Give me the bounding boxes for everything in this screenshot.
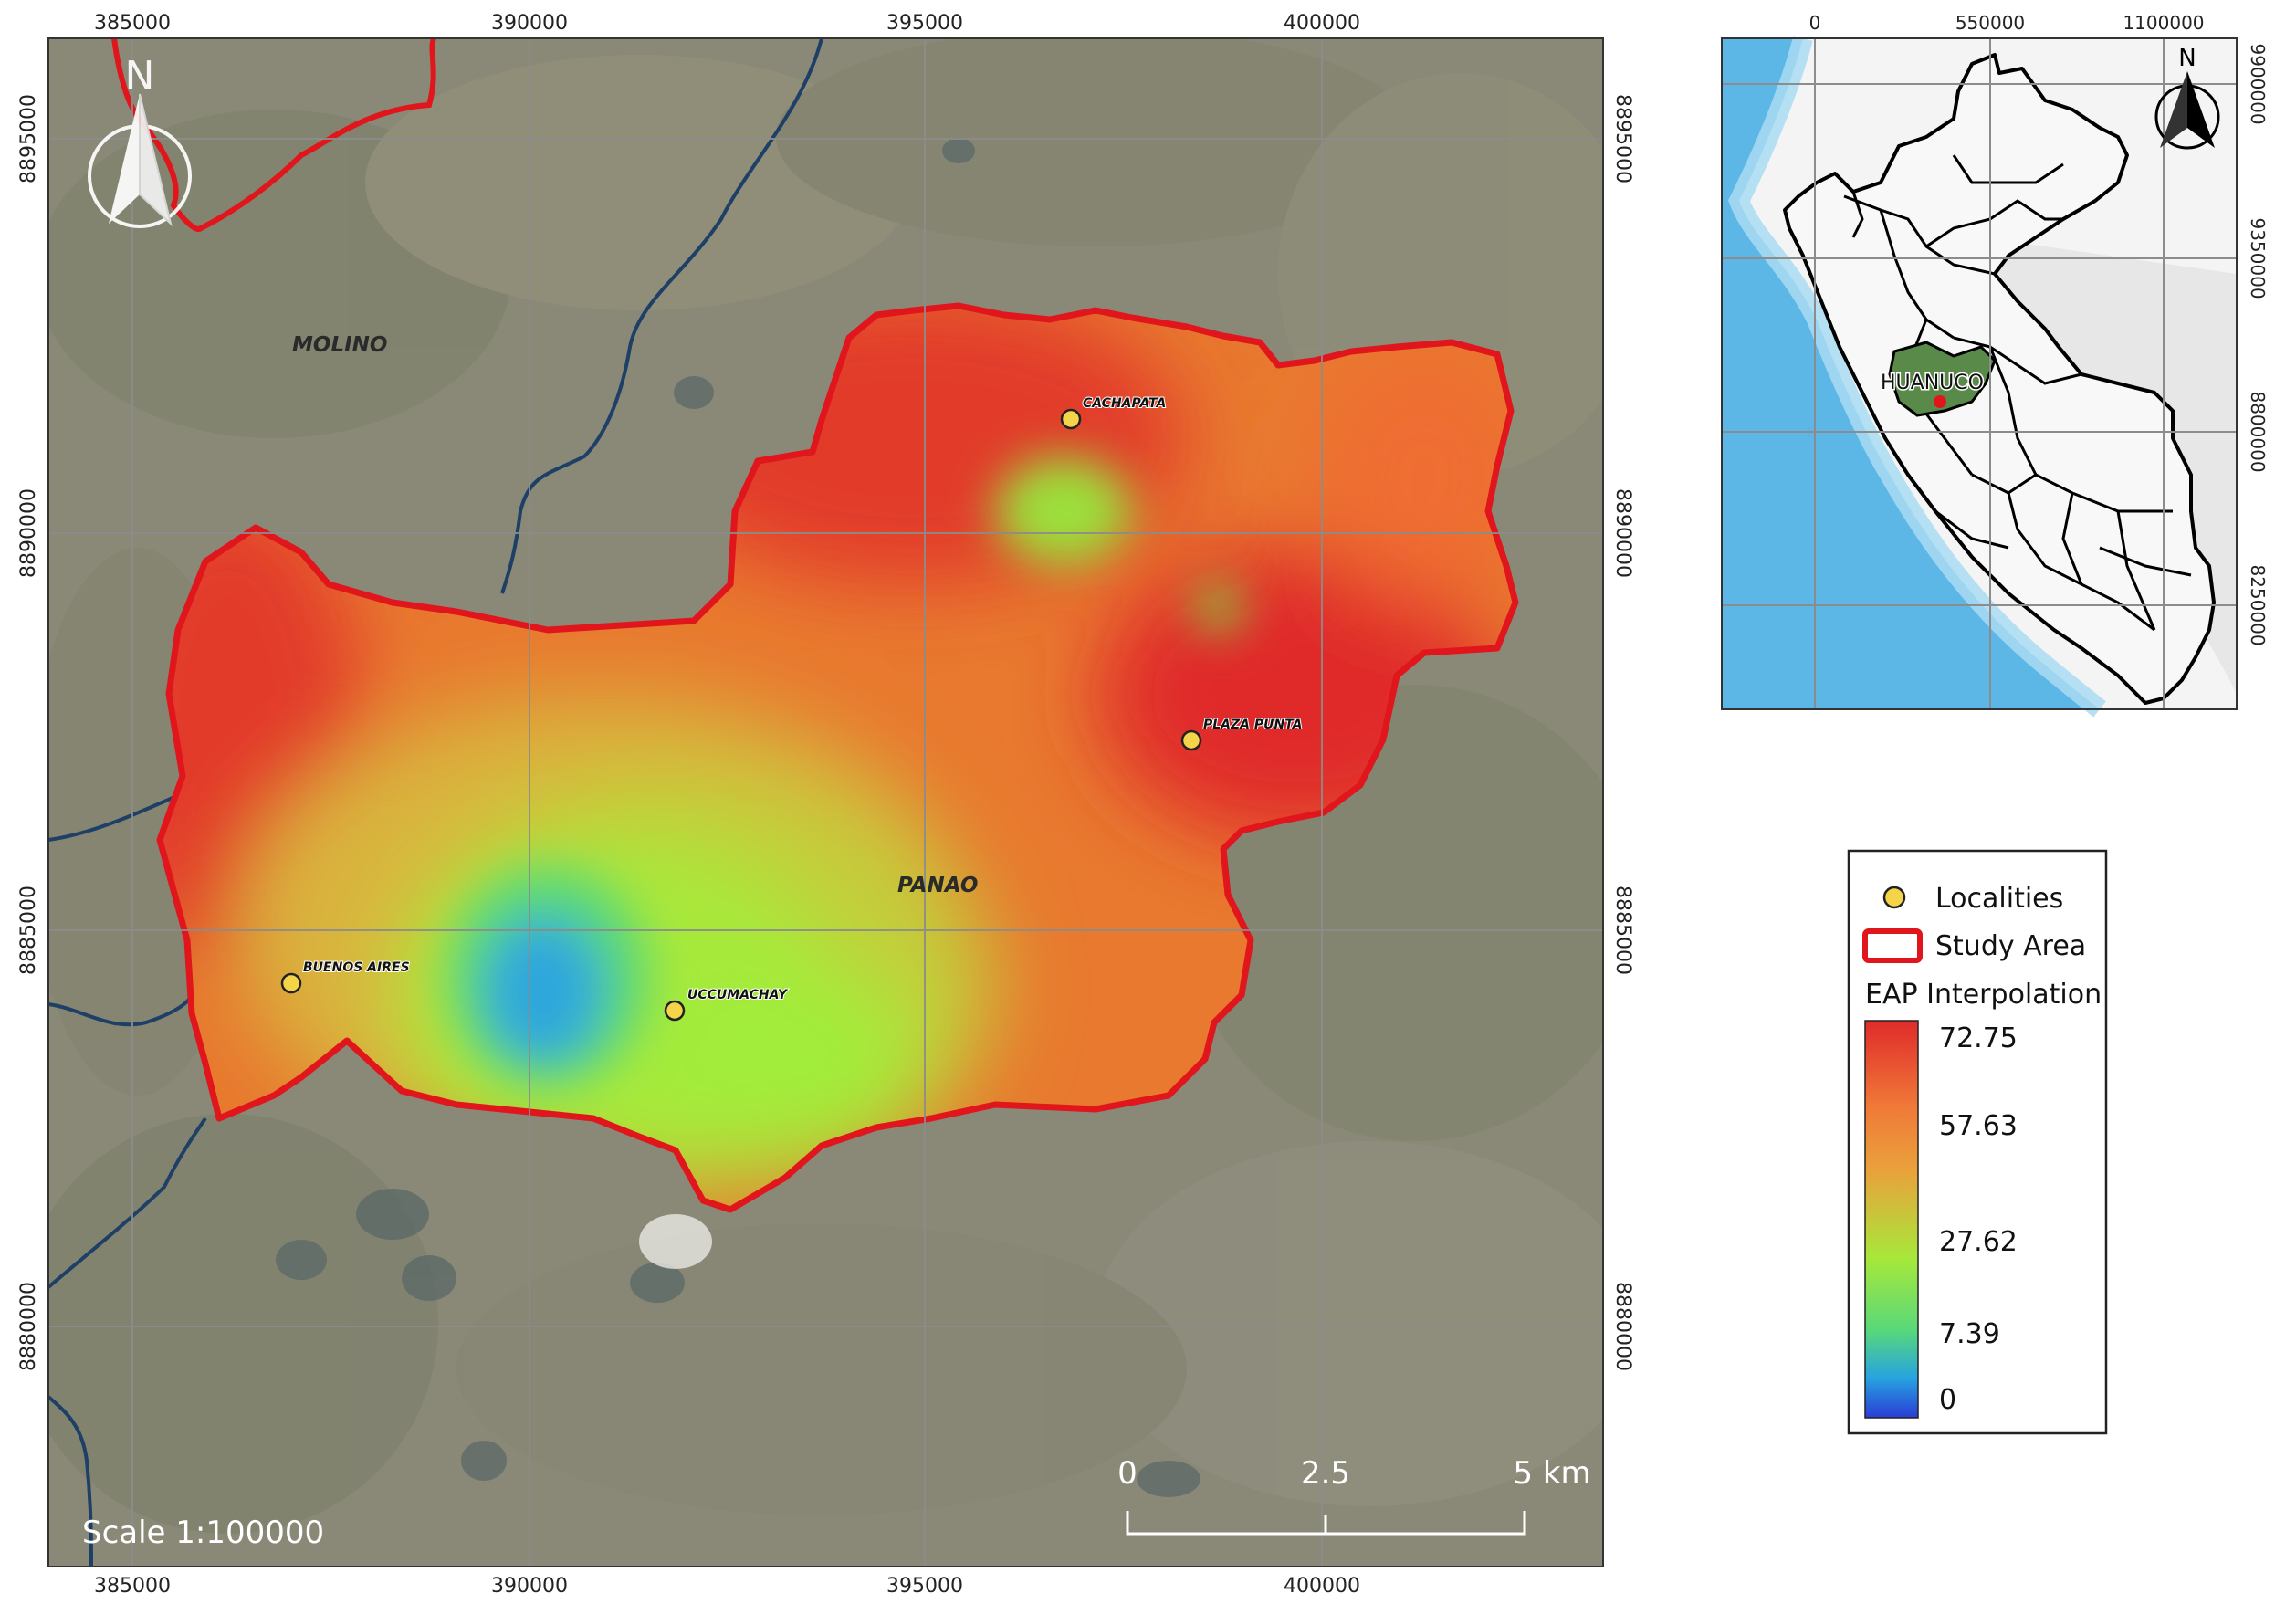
x-tick-label: 390000: [491, 12, 568, 35]
scale-ratio: Scale 1:100000: [82, 1515, 324, 1551]
main-y-ticks-right: 8895000 8890000 8885000 8880000: [1611, 94, 1634, 1371]
legend-color-ramp: [1864, 1020, 1919, 1419]
legend-localities-label: Localities: [1935, 883, 2063, 915]
inset-north-label: N: [2178, 45, 2196, 72]
legend-ramp-value: 57.63: [1939, 1110, 2018, 1142]
legend-study-area-symbol: [1862, 928, 1923, 963]
locality-label: BUENOS AIRES: [303, 960, 410, 975]
inset-y-tick: 8800000: [2247, 391, 2269, 472]
y-tick-label: 8885000: [17, 886, 40, 975]
scalebar-label: 0: [1117, 1455, 1138, 1492]
y-tick-label: 8895000: [1611, 94, 1634, 183]
x-tick-label: 395000: [886, 1575, 963, 1598]
legend-study-area-label: Study Area: [1935, 930, 2086, 962]
inset-y-tick: 9900000: [2247, 43, 2269, 124]
scale-bar: 0 2.5 5 km: [1117, 1455, 1591, 1536]
inset-x-tick: 1100000: [2123, 12, 2204, 34]
locality-label: UCCUMACHAY: [687, 988, 789, 1002]
legend: Localities Study Area EAP Interpolation …: [1847, 849, 2108, 1435]
y-tick-label: 8880000: [1611, 1282, 1634, 1371]
x-tick-label: 385000: [94, 1575, 171, 1598]
legend-ramp-value: 7.39: [1939, 1318, 2000, 1350]
locality-label: CACHAPATA: [1083, 396, 1166, 411]
x-tick-label: 400000: [1284, 1575, 1360, 1598]
locality-plaza-punta: PLAZA PUNTA: [1180, 717, 1304, 751]
y-tick-label: 8880000: [17, 1282, 40, 1371]
main-x-ticks-bottom: 385000 390000 395000 400000: [94, 1575, 1360, 1598]
main-y-ticks-left: 8895000 8890000 8885000 8880000: [17, 94, 40, 1371]
legend-locality-symbol: [1882, 886, 1906, 909]
study-location-marker: [1934, 395, 1946, 408]
inset-x-tick: 0: [1809, 12, 1821, 34]
huanuco-region: [1888, 341, 1997, 417]
inset-north-arrow-icon: N: [2154, 45, 2220, 150]
main-map-border: [47, 37, 1604, 1567]
x-tick-label: 385000: [94, 12, 171, 35]
y-tick-label: 8885000: [1611, 886, 1634, 975]
inset-y-tick: 9350000: [2247, 217, 2269, 299]
locality-label: PLAZA PUNTA: [1203, 718, 1303, 732]
north-label: N: [125, 53, 155, 100]
inset-map: HUANUCO N 0 550000 1100000 9900000 93500…: [1721, 12, 2269, 718]
main-graticule: [48, 38, 1603, 1567]
inset-x-tick: 550000: [1955, 12, 2025, 34]
legend-ramp-value: 27.62: [1939, 1226, 2018, 1258]
scalebar-label: 5 km: [1513, 1455, 1590, 1492]
main-map-frame: MOLINO PANAO CACHAPATA PLAZA PUNTA BUENO…: [48, 38, 1603, 1567]
inset-y-tick: 8250000: [2247, 564, 2269, 645]
x-tick-label: 390000: [491, 1575, 568, 1598]
peru-outline: [1783, 53, 2216, 705]
x-tick-label: 395000: [886, 12, 963, 35]
x-tick-label: 400000: [1284, 12, 1360, 35]
district-label-molino: MOLINO: [292, 333, 387, 357]
y-tick-label: 8890000: [17, 488, 40, 578]
region-label-huanuco: HUANUCO: [1881, 372, 1984, 394]
legend-interpolation-title: EAP Interpolation: [1865, 979, 2102, 1011]
y-tick-label: 8895000: [17, 94, 40, 183]
study-area-boundary: [156, 302, 1519, 1213]
main-x-ticks-top: 385000 390000 395000 400000: [94, 12, 1360, 35]
inset-graticule: [1722, 38, 2237, 709]
locality-buenos-aires: BUENOS AIRES: [280, 959, 411, 994]
locality-cachapata: CACHAPATA: [1060, 395, 1167, 430]
scalebar-label: 2.5: [1301, 1455, 1350, 1492]
legend-ramp-value: 72.75: [1939, 1022, 2018, 1054]
y-tick-label: 8890000: [1611, 488, 1634, 578]
legend-ramp-value: 0: [1939, 1384, 1956, 1416]
locality-uccumachay: UCCUMACHAY: [664, 987, 790, 1022]
north-arrow-icon: N: [88, 53, 192, 228]
district-label-panao: PANAO: [897, 874, 978, 897]
